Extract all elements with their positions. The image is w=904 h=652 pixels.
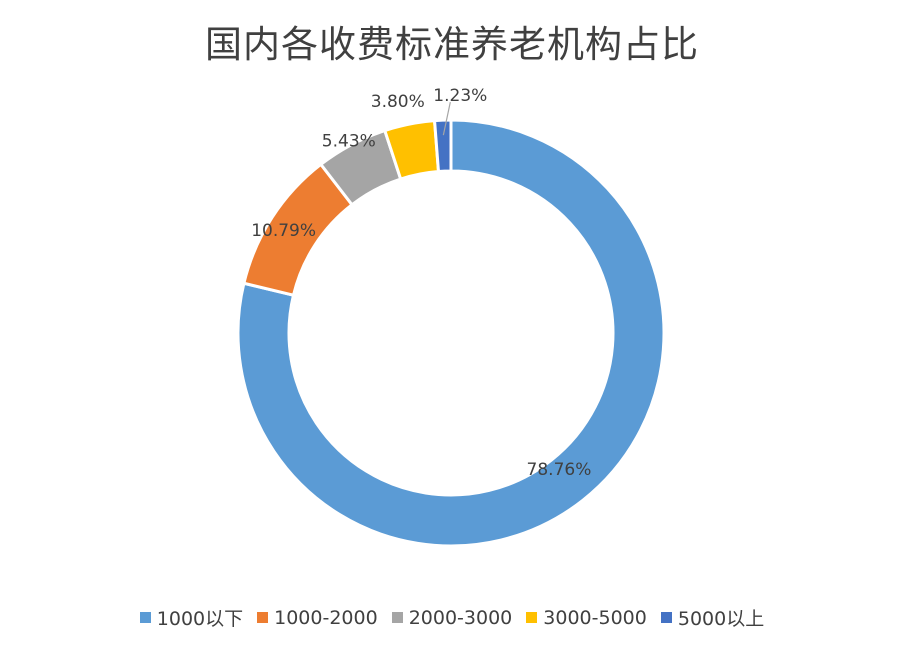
slice-data-label: 78.76% <box>527 460 592 480</box>
chart-title: 国内各收费标准养老机构占比 <box>205 23 699 66</box>
legend-swatch <box>660 612 672 623</box>
legend-label: 3000-5000 <box>543 606 647 629</box>
legend-swatch <box>257 612 269 623</box>
slice-data-label: 3.80% <box>371 92 425 112</box>
legend-item: 1000以下 <box>139 604 244 631</box>
slice-data-label: 1.23% <box>433 86 487 106</box>
legend-label: 2000-3000 <box>408 606 513 629</box>
legend-swatch <box>526 612 538 623</box>
legend-item: 1000-2000 <box>257 607 378 629</box>
legend-item: 5000以上 <box>660 604 765 631</box>
legend-swatch <box>391 612 403 623</box>
legend-item: 3000-5000 <box>526 607 647 629</box>
legend-label: 1000以下 <box>156 608 244 630</box>
leader-line <box>442 102 451 136</box>
legend-label: 1000-2000 <box>274 606 378 629</box>
donut-chart: 78.76% 10.79% 5.43% 3.80% 1.23% <box>236 86 666 548</box>
legend-swatch <box>139 612 151 623</box>
slice-data-label: 5.43% <box>322 131 376 151</box>
chart-legend: 1000以下 1000-2000 2000-3000 3000-5000 5000以上 <box>0 604 904 631</box>
donut-slice-4 <box>432 118 453 174</box>
legend-label: 5000以上 <box>677 608 765 630</box>
legend-item: 2000-3000 <box>391 606 513 629</box>
slice-data-label: 10.79% <box>251 221 316 241</box>
donut-slice-0 <box>236 118 666 548</box>
